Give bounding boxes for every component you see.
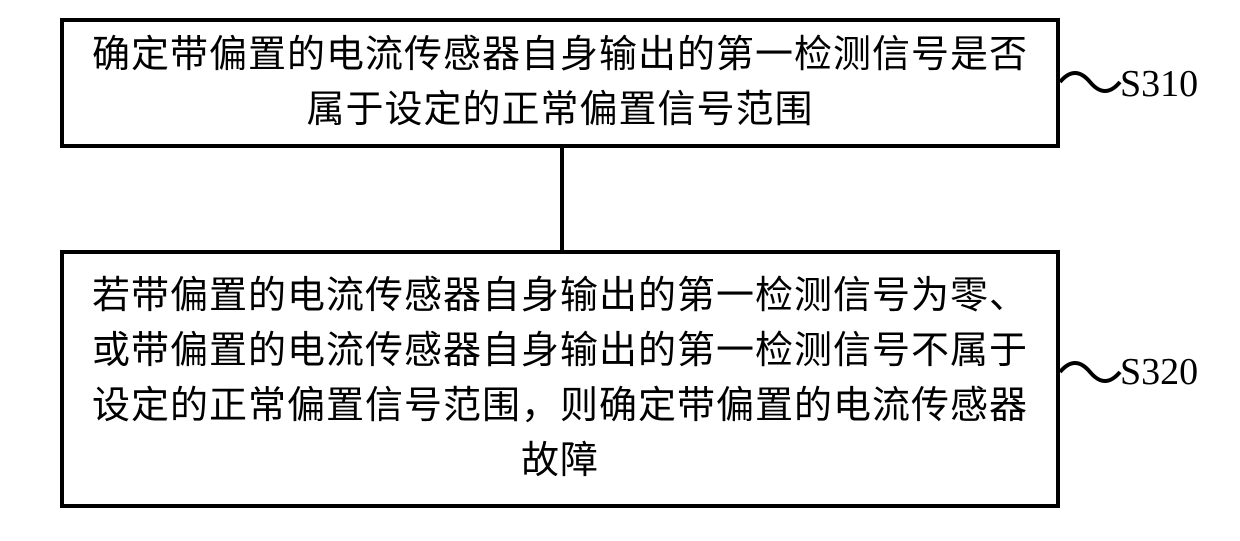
step-text-s310: 确定带偏置的电流传感器自身输出的第一检测信号是否属于设定的正常偏置信号范围 (88, 28, 1032, 138)
flowchart-container: 确定带偏置的电流传感器自身输出的第一检测信号是否属于设定的正常偏置信号范围 S3… (0, 0, 1240, 541)
step-label-s310: S310 (1120, 62, 1198, 106)
step-box-s310: 确定带偏置的电流传感器自身输出的第一检测信号是否属于设定的正常偏置信号范围 (60, 18, 1060, 148)
flow-connector (560, 148, 564, 250)
step-label-s320: S320 (1120, 350, 1198, 394)
step-box-s320: 若带偏置的电流传感器自身输出的第一检测信号为零、或带偏置的电流传感器自身输出的第… (60, 250, 1060, 508)
step-text-s320: 若带偏置的电流传感器自身输出的第一检测信号为零、或带偏置的电流传感器自身输出的第… (88, 269, 1032, 489)
